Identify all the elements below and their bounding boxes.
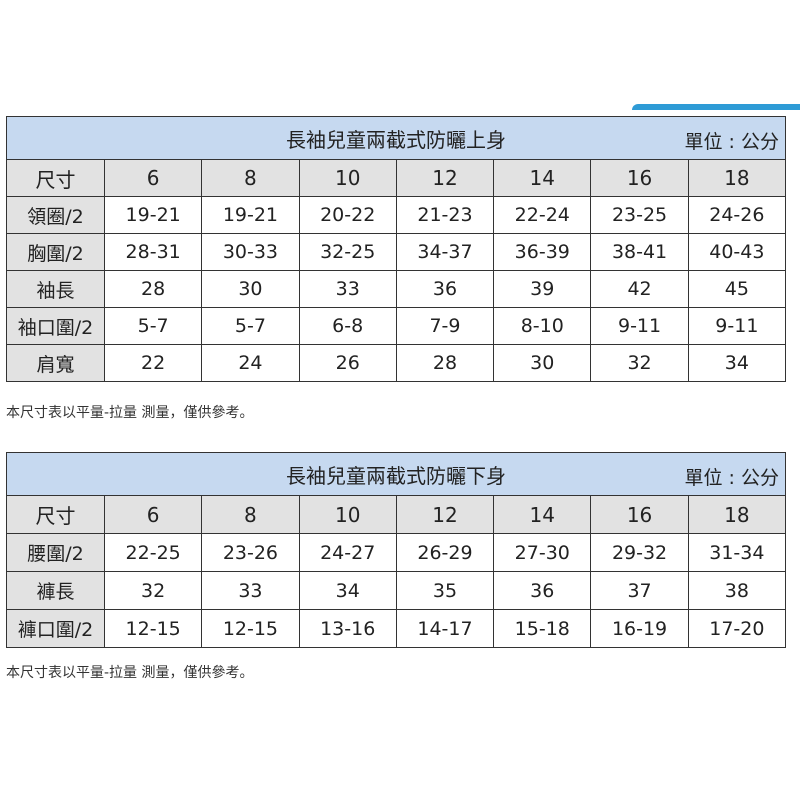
table-cell: 9-11 (687, 307, 787, 345)
unit-label: 單位 : 公分 (684, 467, 779, 489)
table-cell: 19-21 (103, 196, 203, 234)
header-cell: 10 (298, 495, 397, 534)
table-cell: 14-17 (395, 609, 495, 648)
table-row: 腰圍/2 22-25 23-26 24-27 26-29 27-30 29-32 31-34 (6, 533, 787, 572)
header-cell: 12 (395, 159, 495, 197)
table-cell: 36 (395, 270, 495, 308)
header-cell: 6 (103, 495, 203, 534)
table-cell: 5-7 (201, 307, 300, 345)
row-label: 袖長 (6, 270, 105, 308)
header-cell: 6 (103, 159, 203, 197)
table-cell: 32 (103, 571, 203, 610)
table-row: 胸圍/2 28-31 30-33 32-25 34-37 36-39 38-41 40-43 (6, 233, 787, 271)
size-header-row: 尺寸 6 8 10 12 14 16 18 (6, 159, 787, 197)
table-cell: 35 (395, 571, 495, 610)
table-cell: 6-8 (298, 307, 397, 345)
bottom-size-table: 長袖兒童兩截式防曬下身 單位 : 公分 尺寸 6 8 10 12 14 16 18 腰圍/2 22-2… (6, 452, 787, 648)
row-label: 腰圍/2 (6, 533, 105, 572)
table-cell: 33 (201, 571, 300, 610)
table-cell: 27-30 (493, 533, 592, 572)
table-cell: 34 (687, 344, 787, 382)
table-cell: 22-25 (103, 533, 203, 572)
size-header-row: 尺寸 6 8 10 12 14 16 18 (6, 495, 787, 534)
table-cell: 38-41 (590, 233, 689, 271)
table-cell: 26-29 (395, 533, 495, 572)
header-cell: 18 (687, 159, 787, 197)
table-cell: 26 (298, 344, 397, 382)
header-cell: 尺寸 (6, 495, 105, 534)
table-cell: 12-15 (103, 609, 203, 648)
table-cell: 24-26 (687, 196, 787, 234)
header-cell: 10 (298, 159, 397, 197)
table-cell: 9-11 (590, 307, 689, 345)
table-cell: 40-43 (687, 233, 787, 271)
table-cell: 19-21 (201, 196, 300, 234)
table-cell: 36 (493, 571, 592, 610)
table-cell: 17-20 (687, 609, 787, 648)
table-cell: 22-24 (493, 196, 592, 234)
table-cell: 23-25 (590, 196, 689, 234)
table-cell: 31-34 (687, 533, 787, 572)
header-cell: 16 (590, 495, 689, 534)
table-cell: 28 (103, 270, 203, 308)
table-row: 肩寬 22 24 26 28 30 32 34 (6, 344, 787, 382)
header-cell: 14 (493, 159, 592, 197)
table-cell: 16-19 (590, 609, 689, 648)
row-label: 胸圍/2 (6, 233, 105, 271)
table-cell: 20-22 (298, 196, 397, 234)
header-cell: 8 (201, 159, 300, 197)
row-label: 袖口圍/2 (6, 307, 105, 345)
table-cell: 34-37 (395, 233, 495, 271)
table-cell: 5-7 (103, 307, 203, 345)
table-cell: 21-23 (395, 196, 495, 234)
table-row: 褲口圍/2 12-15 12-15 13-16 14-17 15-18 16-19 17-20 (6, 609, 787, 648)
table-cell: 32 (590, 344, 689, 382)
table-cell: 13-16 (298, 609, 397, 648)
row-label: 肩寬 (6, 344, 105, 382)
decorative-accent-bar (632, 104, 800, 110)
table-cell: 36-39 (493, 233, 592, 271)
table-cell: 24 (201, 344, 300, 382)
header-cell: 8 (201, 495, 300, 534)
header-cell: 12 (395, 495, 495, 534)
table-cell: 28 (395, 344, 495, 382)
table-cell: 45 (687, 270, 787, 308)
table-cell: 8-10 (493, 307, 592, 345)
table-row: 袖長 28 30 33 36 39 42 45 (6, 270, 787, 308)
table-cell: 22 (103, 344, 203, 382)
table-cell: 7-9 (395, 307, 495, 345)
table-cell: 23-26 (201, 533, 300, 572)
header-cell: 18 (687, 495, 787, 534)
table-cell: 30 (493, 344, 592, 382)
table-row: 領圈/2 19-21 19-21 20-22 21-23 22-24 23-25 24-26 (6, 196, 787, 234)
header-cell: 16 (590, 159, 689, 197)
unit-label: 單位 : 公分 (684, 131, 779, 153)
table-row: 褲長 32 33 34 35 36 37 38 (6, 571, 787, 610)
table-cell: 39 (493, 270, 592, 308)
table-title: 長袖兒童兩截式防曬下身 單位 : 公分 (6, 452, 786, 496)
table-cell: 24-27 (298, 533, 397, 572)
table-cell: 32-25 (298, 233, 397, 271)
table-cell: 30-33 (201, 233, 300, 271)
table-cell: 38 (687, 571, 787, 610)
table-cell: 33 (298, 270, 397, 308)
table-cell: 12-15 (201, 609, 300, 648)
table-cell: 15-18 (493, 609, 592, 648)
table-row: 袖口圍/2 5-7 5-7 6-8 7-9 8-10 9-11 9-11 (6, 307, 787, 345)
table-title: 長袖兒童兩截式防曬上身 單位 : 公分 (6, 116, 786, 160)
row-label: 褲口圍/2 (6, 609, 105, 648)
bottom-note: 本尺寸表以平量-拉量 測量，僅供參考。 (6, 665, 254, 681)
table-cell: 29-32 (590, 533, 689, 572)
top-note: 本尺寸表以平量-拉量 測量，僅供參考。 (6, 405, 254, 421)
table-cell: 28-31 (103, 233, 203, 271)
table-cell: 30 (201, 270, 300, 308)
table-cell: 37 (590, 571, 689, 610)
top-size-table: 長袖兒童兩截式防曬上身 單位 : 公分 尺寸 6 8 10 12 14 16 18 領圈/2 19-2… (6, 116, 787, 382)
header-cell: 14 (493, 495, 592, 534)
table-cell: 42 (590, 270, 689, 308)
header-cell: 尺寸 (6, 159, 105, 197)
row-label: 領圈/2 (6, 196, 105, 234)
table-cell: 34 (298, 571, 397, 610)
row-label: 褲長 (6, 571, 105, 610)
